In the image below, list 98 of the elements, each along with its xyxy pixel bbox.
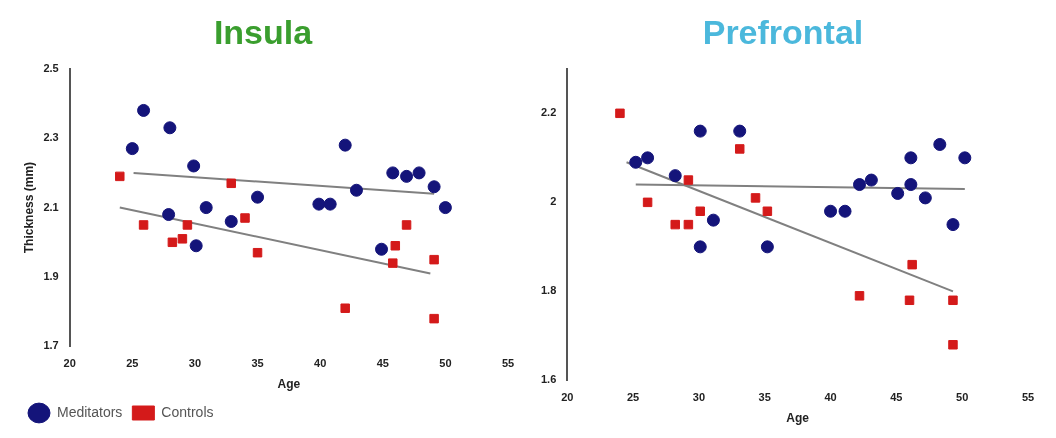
point xyxy=(629,155,643,169)
point xyxy=(958,151,972,165)
y-tick-label: 1.6 xyxy=(540,373,557,386)
y-tick-label: 1.9 xyxy=(43,270,59,283)
point xyxy=(338,138,352,152)
chart-title: Insula xyxy=(213,12,314,51)
y-tick-label: 2.5 xyxy=(43,61,59,74)
point xyxy=(891,186,905,200)
x-tick-label: 30 xyxy=(692,391,706,404)
point xyxy=(750,193,761,203)
x-tick-label: 25 xyxy=(626,391,640,404)
point xyxy=(375,242,389,256)
y-tick-label: 1.8 xyxy=(540,284,557,297)
point xyxy=(693,240,707,254)
legend-label: Meditators xyxy=(57,403,123,420)
point xyxy=(137,103,151,117)
x-tick-label: 55 xyxy=(1021,391,1035,404)
point xyxy=(693,124,707,138)
point xyxy=(683,175,694,185)
point xyxy=(824,204,838,218)
point xyxy=(427,180,441,194)
point xyxy=(167,237,178,248)
x-tick-label: 30 xyxy=(188,357,202,370)
point xyxy=(388,258,398,268)
point xyxy=(163,121,177,135)
y-axis-title: Thickness (mm) xyxy=(21,161,36,254)
x-tick-label: 25 xyxy=(126,357,139,370)
x-tick-label: 20 xyxy=(63,357,76,370)
point xyxy=(760,240,774,254)
point xyxy=(904,151,918,165)
point xyxy=(340,303,350,313)
point xyxy=(438,201,452,215)
y-tick-label: 2 xyxy=(550,195,557,208)
point xyxy=(838,204,852,218)
point xyxy=(251,190,265,204)
x-tick-label: 45 xyxy=(890,391,903,404)
point xyxy=(946,218,960,232)
point xyxy=(125,142,139,156)
x-tick-label: 40 xyxy=(314,357,327,370)
point xyxy=(854,291,865,301)
point xyxy=(400,169,414,183)
point xyxy=(412,166,426,180)
point xyxy=(948,340,958,350)
point xyxy=(864,173,878,187)
point xyxy=(240,213,250,223)
point xyxy=(695,206,705,216)
y-tick-label: 2.1 xyxy=(43,200,59,213)
x-axis-title: Age xyxy=(786,411,810,426)
point xyxy=(904,295,915,306)
x-tick-label: 20 xyxy=(561,391,574,404)
x-tick-label: 55 xyxy=(501,357,515,370)
point xyxy=(615,108,625,119)
y-tick-label: 1.7 xyxy=(43,339,59,352)
x-tick-label: 50 xyxy=(439,357,452,370)
point xyxy=(853,178,867,192)
point xyxy=(933,137,947,151)
point xyxy=(918,191,932,205)
point xyxy=(226,178,236,189)
point xyxy=(177,234,188,244)
point xyxy=(182,220,193,230)
x-tick-label: 50 xyxy=(956,391,969,404)
y-tick-label: 2.2 xyxy=(540,106,557,119)
point xyxy=(642,197,653,208)
point xyxy=(138,220,149,230)
point xyxy=(162,208,176,222)
x-tick-label: 40 xyxy=(824,391,837,404)
point xyxy=(683,219,694,230)
point xyxy=(948,295,958,306)
point xyxy=(429,254,439,265)
point xyxy=(904,178,918,192)
point xyxy=(733,124,747,138)
point xyxy=(349,183,363,197)
x-tick-label: 45 xyxy=(376,357,389,370)
point xyxy=(386,166,400,180)
x-tick-label: 35 xyxy=(251,357,264,370)
point xyxy=(762,206,773,216)
point xyxy=(734,144,745,154)
point xyxy=(429,313,439,324)
point xyxy=(706,213,720,227)
point xyxy=(323,197,337,211)
chart-title: Prefrontal xyxy=(702,12,864,51)
y-tick-label: 2.3 xyxy=(43,131,59,144)
legend-label: Controls xyxy=(161,403,214,420)
point xyxy=(252,247,263,258)
point xyxy=(224,214,238,228)
point xyxy=(189,239,203,253)
point xyxy=(401,220,412,230)
point xyxy=(187,159,201,173)
point xyxy=(668,169,682,183)
point xyxy=(641,151,655,165)
x-axis-title: Age xyxy=(277,377,301,392)
point xyxy=(390,241,401,251)
point xyxy=(312,197,326,211)
point xyxy=(907,259,917,270)
point xyxy=(199,201,213,215)
point xyxy=(670,219,680,230)
x-tick-label: 35 xyxy=(758,391,771,404)
point xyxy=(115,171,125,182)
